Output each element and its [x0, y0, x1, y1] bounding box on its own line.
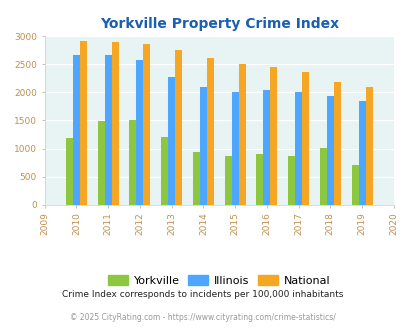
Bar	[231, 92, 238, 205]
Bar	[207, 58, 213, 205]
Bar	[256, 153, 263, 205]
Bar	[326, 96, 333, 205]
Bar	[270, 67, 277, 205]
Title: Yorkville Property Crime Index: Yorkville Property Crime Index	[100, 17, 338, 31]
Bar	[73, 55, 80, 205]
Bar	[288, 156, 294, 205]
Bar	[129, 120, 136, 205]
Bar	[111, 42, 118, 205]
Bar	[66, 138, 73, 205]
Bar	[192, 152, 199, 205]
Bar	[294, 92, 301, 205]
Bar	[333, 82, 340, 205]
Bar	[104, 55, 111, 205]
Bar	[136, 60, 143, 205]
Bar	[98, 121, 104, 205]
Bar	[301, 72, 308, 205]
Bar	[319, 148, 326, 205]
Bar	[224, 156, 231, 205]
Legend: Yorkville, Illinois, National: Yorkville, Illinois, National	[103, 271, 334, 290]
Bar	[175, 50, 182, 205]
Bar	[143, 44, 150, 205]
Bar	[358, 101, 364, 205]
Bar	[351, 165, 358, 205]
Bar	[80, 41, 87, 205]
Text: © 2025 CityRating.com - https://www.cityrating.com/crime-statistics/: © 2025 CityRating.com - https://www.city…	[70, 313, 335, 322]
Bar	[238, 64, 245, 205]
Bar	[161, 137, 168, 205]
Bar	[168, 77, 175, 205]
Bar	[199, 87, 207, 205]
Text: Crime Index corresponds to incidents per 100,000 inhabitants: Crime Index corresponds to incidents per…	[62, 290, 343, 299]
Bar	[263, 90, 270, 205]
Bar	[364, 87, 372, 205]
